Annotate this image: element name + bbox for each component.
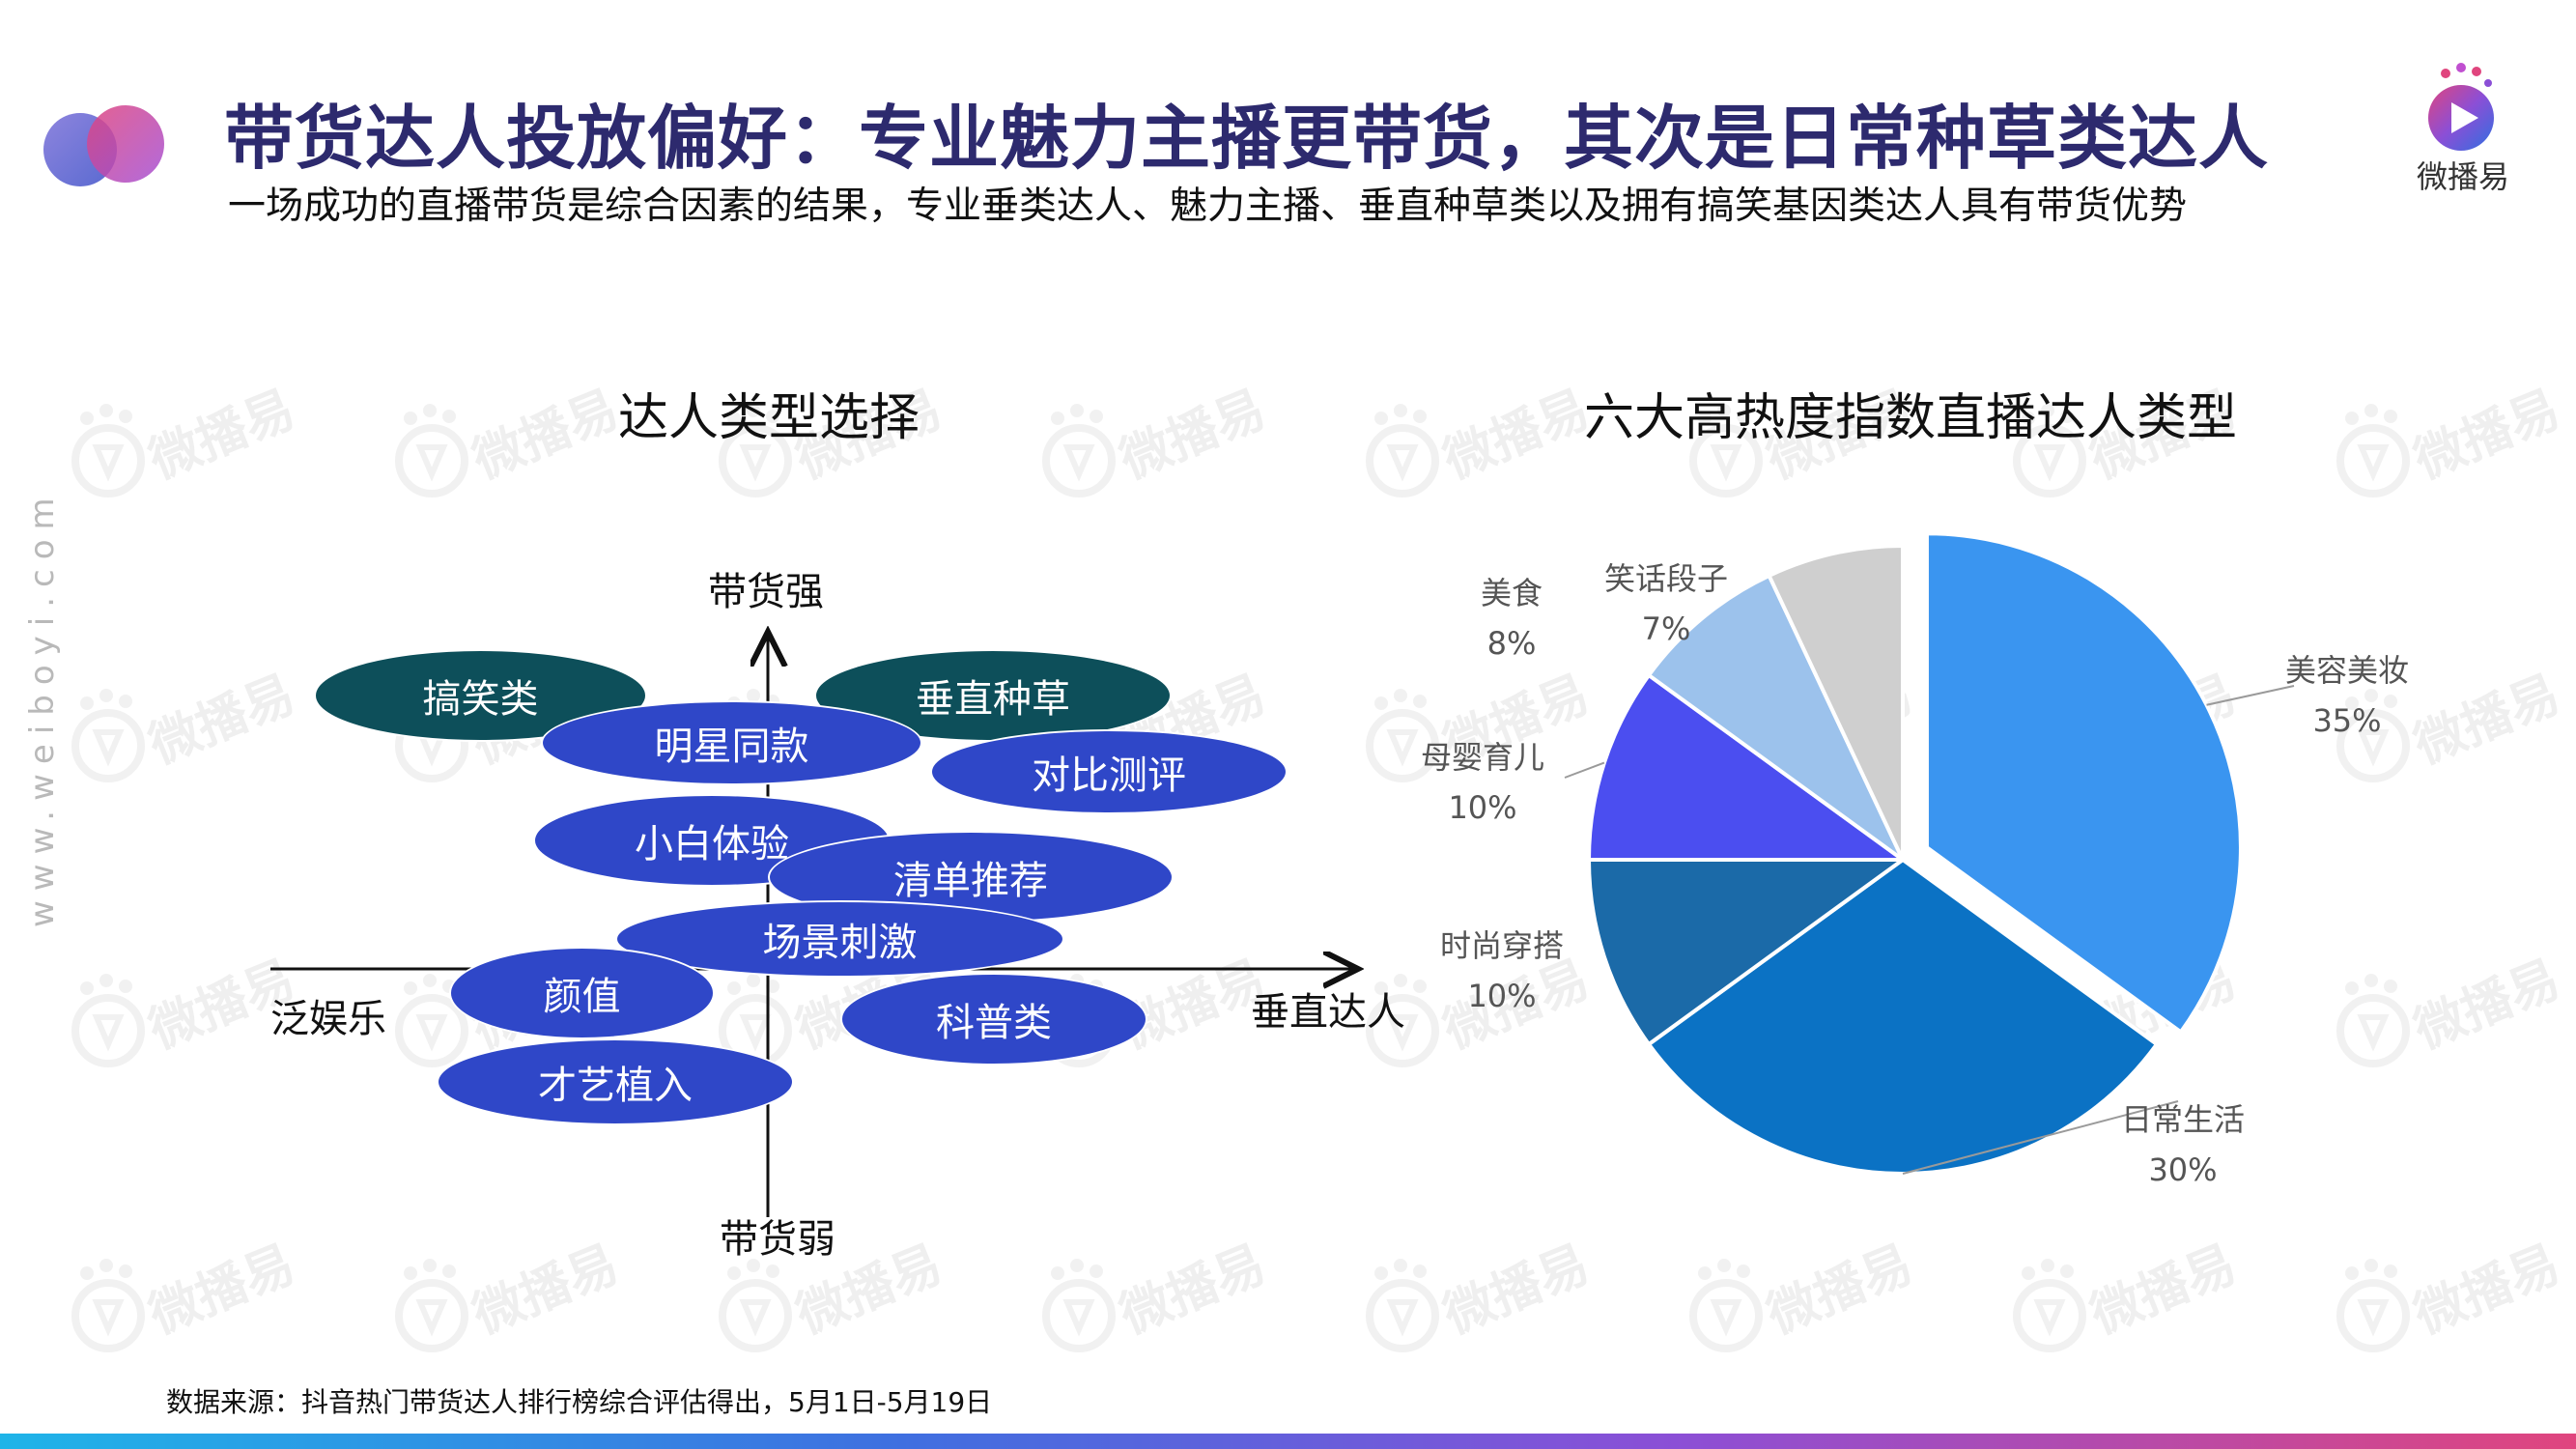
watermark-play-icon [1689,1259,1763,1352]
pie-label-category-3: 母婴育儿 [1421,739,1544,776]
watermark-play-icon [395,974,468,1067]
watermark-text: 微播易 [2082,1235,2245,1346]
watermark: 微播易 [391,1236,627,1367]
watermark-play-icon [2013,404,2086,497]
pie-slice-0 [1924,531,2243,1036]
bubble-science-popular: 科普类 [840,973,1147,1065]
watermark-text: 微播易 [1759,1235,1921,1346]
watermark: 微播易 [68,1236,303,1367]
watermark-play-icon [1366,404,1439,497]
pie-label-category-0: 美容美妆 [2285,652,2409,689]
watermark: 微播易 [391,381,627,512]
watermark: 微播易 [1038,1236,1274,1367]
watermark: 微播易 [715,1236,950,1367]
watermark: 微播易 [715,381,950,512]
watermark: 微播易 [1038,381,1274,512]
pie-label-category-1: 日常生活 [2121,1101,2245,1138]
pie-slice-5 [1766,543,1905,861]
watermark-play-icon [1366,974,1439,1067]
watermark-play-icon [2336,689,2410,782]
watermark: 微播易 [2333,951,2568,1082]
watermark-play-icon [395,1259,468,1352]
pie-label-category-5: 笑话段子 [1604,560,1728,597]
pie-label-value-3: 10% [1448,789,1516,826]
watermark-play-icon [719,1259,792,1352]
watermark-text: 微播易 [2406,1235,2568,1346]
watermark-text: 微播易 [1435,380,1598,491]
pie-leader-line-3 [1564,761,1605,779]
watermark-text: 微播易 [465,380,627,491]
pie-label-category-4: 美食 [1481,575,1543,611]
bubble-appearance: 颜值 [449,947,715,1039]
axis-label-top: 带货强 [708,570,824,614]
pie-label-category-2: 时尚穿搭 [1440,927,1564,964]
pie-label-value-4: 8% [1487,625,1537,662]
watermark-text: 微播易 [1435,1235,1598,1346]
watermark-play-icon [71,404,145,497]
gradient-orb-logo-icon [43,105,164,186]
pie-chart: 美容美妆 35% 日常生活 30% 时尚穿搭 10% 母婴育儿 10% 美食 8% 笑话段子 7% [1421,531,2409,1188]
watermark-play-icon [1366,689,1439,782]
watermark-text: 微播易 [141,380,303,491]
side-website-text: www.weiboyi.com [23,488,62,927]
pie-slice-2 [1586,858,1910,1047]
watermark: 微播易 [1362,951,1598,1082]
watermark: 微播易 [68,381,303,512]
watermark: 微播易 [1362,381,1598,512]
watermark-play-icon [1042,1259,1116,1352]
watermark-text: 微播易 [1112,380,1274,491]
watermark: 微播易 [2009,1236,2245,1367]
watermark-play-icon [71,974,145,1067]
bubble-talent-placement: 才艺植入 [437,1038,794,1125]
watermark: 微播易 [68,666,303,797]
pie-label-value-5: 7% [1642,611,1691,647]
pie-leader-line-1 [1902,1100,2179,1175]
axis-label-bottom: 带货弱 [720,1217,835,1262]
watermark: 微播易 [2333,666,2568,797]
pie-label-value-1: 30% [2148,1151,2217,1188]
page-title: 带货达人投放偏好：专业魅力主播更带货，其次是日常种草类达人 [224,98,2270,179]
watermark: 微播易 [391,951,627,1082]
axis-label-right: 垂直达人 [1251,990,1405,1035]
watermark: 微播易 [68,951,303,1082]
pie-leader-line-0 [2206,685,2295,706]
watermark: 微播易 [2333,381,2568,512]
matrix-title: 达人类型选择 [618,389,920,447]
watermark-play-icon [2013,1259,2086,1352]
watermark: 微播易 [1685,1236,1921,1367]
brand-name: 微播易 [2416,158,2509,195]
pie-chart-title: 六大高热度指数直播达人类型 [1584,389,2238,447]
watermark-play-icon [2336,1259,2410,1352]
watermark-play-icon [71,1259,145,1352]
watermark-play-icon [395,404,468,497]
watermark: 微播易 [2333,1236,2568,1367]
page-subtitle: 一场成功的直播带货是综合因素的结果，专业垂类达人、魅力主播、垂直种草类以及拥有搞… [228,185,2188,228]
watermark: 微播易 [2009,381,2245,512]
bubble-scene-stimulation: 场景刺激 [615,900,1064,978]
watermark-play-icon [1042,404,1116,497]
watermark-play-icon [2336,974,2410,1067]
watermark-play-icon [2336,404,2410,497]
watermark: 微播易 [1685,381,1921,512]
axis-label-left: 泛娱乐 [270,997,386,1041]
watermark-play-icon [719,404,792,497]
pie-slice-4 [1646,573,1905,862]
watermark-play-icon [1689,404,1763,497]
influencer-type-matrix: 带货强 带货弱 泛娱乐 垂直达人 搞笑类 垂直种草 明星同款 对比测评 小白体验… [241,541,1430,1262]
bubble-celebrity-same: 明星同款 [541,700,922,785]
pie-label-value-2: 10% [1467,978,1536,1014]
watermark-play-icon [1366,1259,1439,1352]
watermark: 微播易 [1362,666,1598,797]
bottom-gradient-bar [0,1434,2576,1449]
pie-label-value-0: 35% [2312,702,2381,739]
bubble-comparison-review: 对比测评 [930,729,1288,814]
watermark-play-icon [71,689,145,782]
watermark-text: 微播易 [2406,380,2568,491]
watermark: 微播易 [1362,1236,1598,1367]
play-button-logo-icon [2428,63,2494,151]
data-source-note: 数据来源：抖音热门带货达人排行榜综合评估得出，5月1日-5月19日 [166,1386,993,1418]
